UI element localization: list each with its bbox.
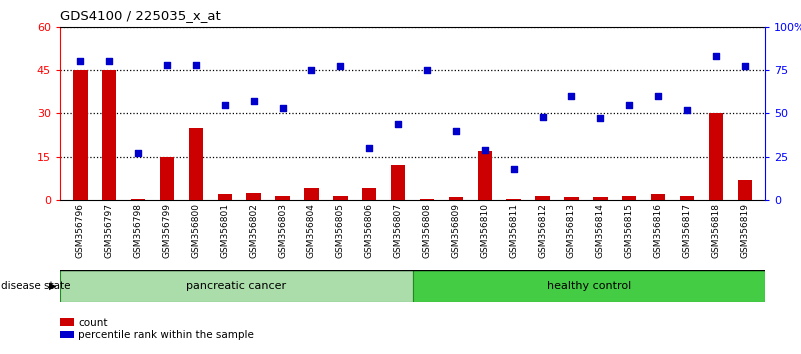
Point [710,53,723,59]
Point [421,67,433,73]
Bar [709,113,723,200]
Bar [73,70,87,200]
Point [622,102,635,108]
Bar [651,194,666,200]
Bar [622,196,637,200]
Point [74,58,87,64]
Point [478,147,491,153]
Bar [738,180,752,200]
Point [248,98,260,104]
Point [305,67,318,73]
Point [652,93,665,99]
Point [449,128,462,133]
Point [739,64,751,69]
Bar [449,197,463,200]
Bar [247,193,261,200]
Point [507,166,520,172]
Text: GDS4100 / 225035_x_at: GDS4100 / 225035_x_at [60,9,221,22]
Point [334,64,347,69]
Bar [477,151,492,200]
Text: pancreatic cancer: pancreatic cancer [186,281,286,291]
Bar [188,128,203,200]
Text: disease state: disease state [1,281,70,291]
Point [131,150,144,156]
Bar [102,70,116,200]
Point [681,107,694,113]
Point [103,58,115,64]
Bar [218,194,232,200]
Bar [680,196,694,200]
Bar [159,156,174,200]
Bar [420,199,434,200]
Bar [60,270,413,302]
Point [565,93,578,99]
Bar [391,165,405,200]
Point [190,62,203,68]
Text: ▶: ▶ [49,281,56,291]
Text: percentile rank within the sample: percentile rank within the sample [78,330,255,340]
Bar [535,196,549,200]
Bar [362,188,376,200]
Text: count: count [78,318,108,328]
Text: healthy control: healthy control [546,281,631,291]
Point [363,145,376,151]
Bar [564,197,578,200]
Bar [413,270,765,302]
Bar [593,197,607,200]
Bar [304,188,319,200]
Bar [276,196,290,200]
Point [219,102,231,108]
Point [160,62,173,68]
Point [594,116,606,121]
Bar [333,196,348,200]
Point [276,105,289,111]
Point [392,121,405,126]
Bar [506,199,521,200]
Point [536,114,549,120]
Bar [131,199,145,200]
